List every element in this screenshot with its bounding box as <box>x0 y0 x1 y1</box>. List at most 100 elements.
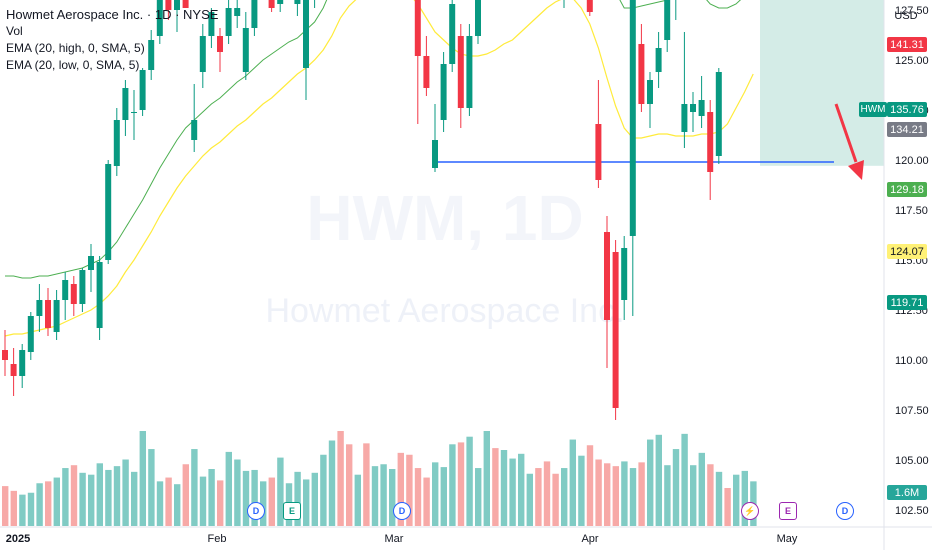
volume-bar <box>62 468 69 526</box>
volume-bar <box>449 444 456 526</box>
volume-tag: 1.6M <box>887 485 927 500</box>
candle-body <box>449 4 456 64</box>
candle <box>70 276 77 316</box>
dividend-event-icon[interactable]: D <box>393 502 411 520</box>
volume-bar <box>70 465 78 526</box>
candle <box>105 160 112 264</box>
volume-bar <box>707 464 714 526</box>
volume-bar <box>19 494 26 526</box>
volume-bar <box>139 431 146 526</box>
volume-bar <box>2 486 9 526</box>
candle-body <box>414 0 421 56</box>
candle <box>2 330 8 376</box>
price-tick-label: 117.50 <box>895 205 928 217</box>
candle-body <box>621 248 628 300</box>
volume-bar <box>354 474 361 526</box>
volume-bar <box>535 468 542 526</box>
candle <box>113 108 120 176</box>
candle <box>715 68 722 164</box>
volume-bar <box>294 471 301 526</box>
candle <box>457 24 464 128</box>
volume-bar <box>655 434 662 526</box>
volume-bar <box>741 470 748 526</box>
dividend-event-icon[interactable]: D <box>247 502 265 520</box>
candle <box>19 344 26 388</box>
volume-bar <box>715 471 723 526</box>
volume-bar <box>638 462 645 526</box>
candle-body <box>475 0 481 36</box>
candle-body <box>191 120 198 140</box>
position-zones <box>760 0 884 166</box>
volume-bar <box>492 448 499 526</box>
volume-bar <box>53 477 60 526</box>
candle-body <box>604 232 610 320</box>
candle-body <box>217 36 223 52</box>
candle <box>621 236 628 320</box>
price-tick-label: 102.50 <box>895 505 929 517</box>
volume-bar <box>234 459 241 526</box>
candle-body <box>19 350 26 376</box>
volume-bar <box>182 464 189 526</box>
candle <box>45 288 51 336</box>
ema-low-line <box>4 0 754 337</box>
symbol-tag: HWM <box>859 102 887 117</box>
volume-bar <box>690 465 697 526</box>
volume-bar <box>346 444 353 526</box>
volume-bar <box>647 439 654 526</box>
volume-bar <box>586 445 594 526</box>
volume-bar <box>277 457 284 526</box>
volume-bar <box>440 467 447 526</box>
candle <box>96 256 103 340</box>
candle <box>675 0 677 20</box>
volume-bar <box>509 458 516 526</box>
candle <box>268 0 275 12</box>
candle <box>681 32 688 148</box>
candle <box>414 0 421 124</box>
volume-bar <box>363 443 370 526</box>
candle-body <box>242 28 249 72</box>
candle <box>647 72 653 128</box>
candle <box>156 0 163 44</box>
candle <box>690 92 696 132</box>
volume-bar <box>423 477 430 526</box>
candle-body <box>27 316 34 352</box>
candle <box>182 0 189 8</box>
currency-button[interactable]: USD <box>894 10 918 22</box>
candle <box>122 80 129 136</box>
time-tick-label: May <box>777 533 798 545</box>
earnings-event-icon[interactable]: E <box>283 502 301 520</box>
last-price-tag: 135.76 <box>887 102 927 117</box>
volume-bar <box>165 477 172 526</box>
candle-body <box>45 300 51 328</box>
volume-bar <box>621 461 628 526</box>
candle <box>466 24 473 116</box>
candle <box>251 0 258 36</box>
volume-bar <box>174 484 181 526</box>
candle-body <box>432 140 438 168</box>
split-event-icon[interactable]: ⚡ <box>741 502 759 520</box>
volume-bar <box>380 464 387 526</box>
volume-bar <box>543 461 551 526</box>
dividend-event-icon[interactable]: D <box>836 502 854 520</box>
watermark-symbol: HWM, 1D <box>306 182 583 254</box>
price-tick-label: 110.00 <box>895 355 928 367</box>
candle <box>208 8 215 48</box>
time-tick-label: 2025 <box>6 533 30 545</box>
candle-body <box>440 64 447 120</box>
volume-bar <box>268 477 275 526</box>
candle-body <box>199 36 206 72</box>
stop-price-tag: 119.71 <box>887 295 927 310</box>
candle-body <box>79 270 86 304</box>
volume-bar <box>604 463 611 526</box>
candle-body <box>10 364 17 376</box>
earnings-event-icon[interactable]: E <box>779 502 797 520</box>
candle <box>165 0 172 20</box>
candle-body <box>681 104 688 132</box>
candle-body <box>612 252 619 408</box>
legend-ema-high: EMA (20, high, 0, SMA, 5) <box>6 41 145 55</box>
candle-body <box>36 300 43 316</box>
volume-bar <box>664 465 671 526</box>
volume-bar <box>337 431 344 526</box>
volume-bar <box>148 449 155 526</box>
